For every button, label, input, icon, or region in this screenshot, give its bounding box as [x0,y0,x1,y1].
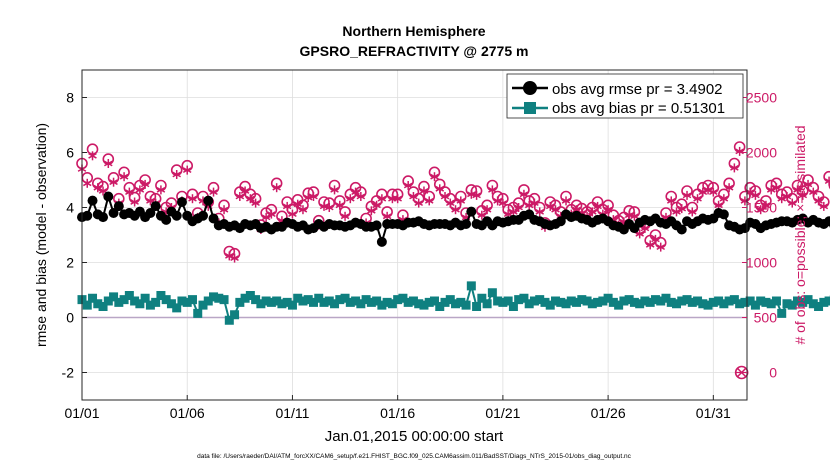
y-right-tick-label: 500 [754,310,778,326]
x-tick-label: 01/06 [170,405,205,421]
rmse-point [466,207,476,217]
y-right-tick-label: 0 [769,365,777,381]
legend-label-bias: obs avg bias pr = 0.51301 [552,100,725,117]
y-axis-right-label: # of obs: o=possible; ×=assimilated [792,125,808,344]
y-axis-left-label: rmse and bias (model - observation) [33,123,49,347]
y-right-tick-label: 1000 [746,255,777,271]
grid-lines [82,70,747,400]
data-file-footnote: data file: /Users/raeder/DAI/ATM_forcXX/… [197,453,632,460]
rmse-point [98,212,108,222]
bias-point [220,295,229,304]
bias-point [772,297,781,306]
rmse-point [377,237,387,247]
y-left-tick-label: -2 [62,365,75,381]
y-left-tick-label: 6 [66,145,74,161]
obs-assimilated-point [83,179,91,188]
rmse-point [461,219,471,229]
chart-subtitle: GPSRO_REFRACTIVITY @ 2775 m [300,43,529,59]
legend: obs avg rmse pr = 3.4902 obs avg bias pr… [507,74,743,118]
x-axis: 01/01 01/06 01/11 01/16 01/21 01/26 01/31 [64,395,731,421]
bias-point [230,310,239,319]
legend-swatch-rmse-marker [523,81,537,95]
series-layer [77,115,830,379]
plot-frame [82,70,747,400]
y-left-tick-label: 8 [66,90,74,106]
bias-point [467,281,476,290]
legend-swatch-bias-marker [524,102,536,114]
rmse-point [103,192,113,202]
bias-point [188,295,197,304]
rmse-point [198,211,208,221]
y-left-tick-label: 4 [66,200,74,216]
legend-label-rmse: obs avg rmse pr = 3.4902 [552,81,723,98]
y-right-tick-label: 1500 [746,200,777,216]
y-axis-left: -2 0 2 4 6 8 [62,90,87,381]
bias-point [472,302,481,311]
y-left-tick-label: 0 [66,310,74,326]
rmse-point [172,211,182,221]
rmse-point [82,211,92,221]
bias-point [777,309,786,318]
bias-point [825,297,830,306]
rmse-point [151,201,161,211]
rmse-point [177,197,187,207]
x-tick-label: 01/21 [485,405,520,421]
rmse-point [161,215,171,225]
x-tick-label: 01/01 [64,405,99,421]
y-left-tick-label: 2 [66,255,74,271]
bias-point [462,301,471,310]
rmse-point [677,225,687,235]
bias-point [488,288,497,297]
y-right-tick-label: 2500 [746,90,777,106]
obs-possible-series [77,115,830,259]
x-axis-label: Jan.01,2015 00:00:00 start [325,428,504,445]
chart-title: Northern Hemisphere [342,23,485,39]
x-tick-label: 01/11 [275,405,309,421]
rmse-point [203,196,213,206]
y-right-tick-label: 2000 [746,145,777,161]
bias-point [193,309,202,318]
rmse-point [372,220,382,230]
rmse-point [114,201,124,211]
rmse-point [88,196,98,206]
x-tick-label: 01/16 [380,405,415,421]
rmse-point [719,209,729,219]
x-tick-label: 01/31 [696,405,731,421]
bias-point [483,299,492,308]
x-tick-label: 01/26 [591,405,626,421]
